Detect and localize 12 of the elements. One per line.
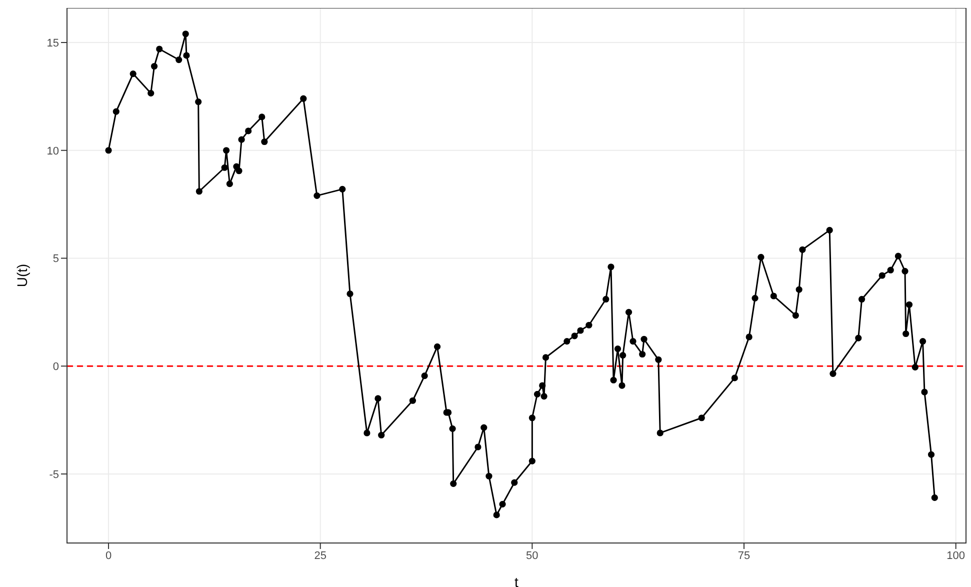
y-tick-label: 5	[52, 253, 59, 266]
x-tick-label: 75	[738, 550, 750, 562]
x-tick-label: 50	[526, 550, 538, 562]
x-tick-label: 25	[314, 550, 326, 562]
y-tick-label: -5	[49, 468, 59, 481]
y-tick-label: 10	[46, 145, 59, 158]
y-tick-label: 0	[52, 361, 59, 374]
x-axis-title: t	[514, 574, 519, 587]
x-tick-label: 100	[946, 550, 966, 562]
x-tick-label: 0	[105, 550, 112, 562]
y-tick-label: 15	[46, 37, 59, 50]
y-axis-title: U(t)	[14, 264, 30, 288]
